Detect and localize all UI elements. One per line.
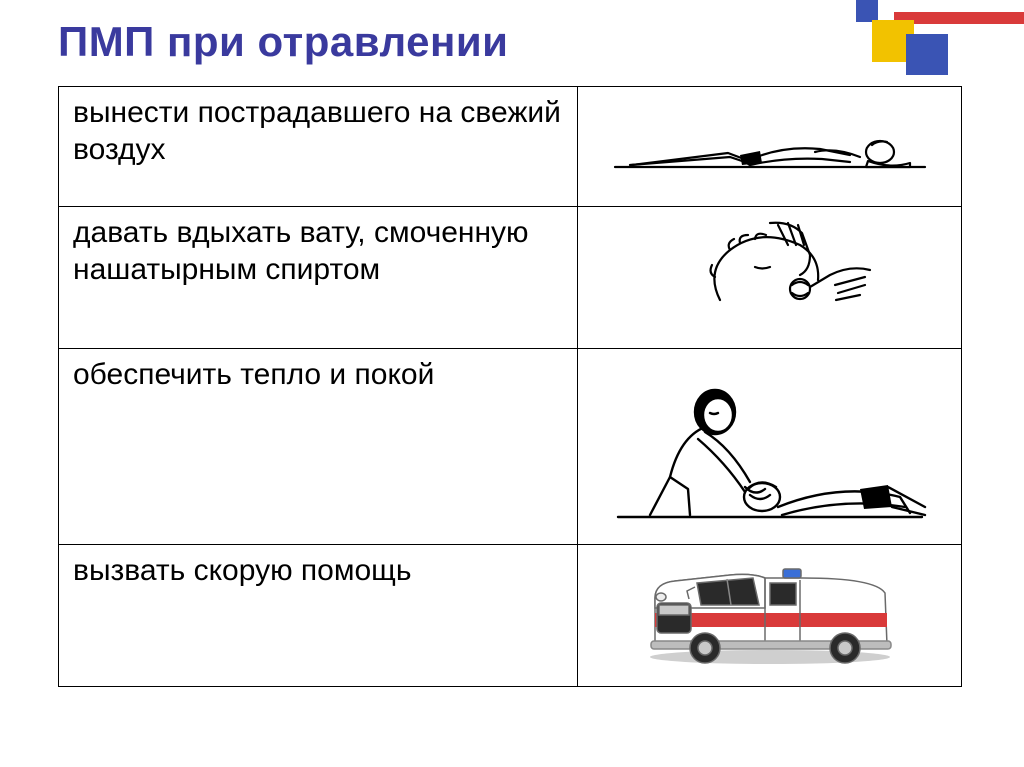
inhale-cotton-icon: [660, 215, 880, 330]
step-illustration-cell: [578, 87, 962, 207]
first-aid-table: вынести пострадавшего на свежий воздух: [58, 86, 962, 687]
corner-decoration: [824, 0, 1024, 75]
deco-big-blue: [906, 34, 948, 75]
slide-title: ПМП при отравлении: [58, 18, 509, 66]
step-illustration-cell: [578, 207, 962, 349]
table-row: вынести пострадавшего на свежий воздух: [59, 87, 962, 207]
step-illustration-cell: [578, 545, 962, 687]
warmth-rest-icon: [610, 357, 930, 527]
step-text: вызвать скорую помощь: [59, 545, 578, 687]
step-text: обеспечить тепло и покой: [59, 348, 578, 545]
step-text: давать вдыхать вату, смоченную нашатырны…: [59, 207, 578, 349]
lying-person-icon: [610, 107, 930, 177]
table-row: давать вдыхать вату, смоченную нашатырны…: [59, 207, 962, 349]
ambulance-icon: [635, 553, 905, 668]
table-row: обеспечить тепло и покой: [59, 348, 962, 545]
step-text: вынести пострадавшего на свежий воздух: [59, 87, 578, 207]
table-row: вызвать скорую помощь: [59, 545, 962, 687]
deco-small-blue: [856, 0, 878, 22]
step-illustration-cell: [578, 348, 962, 545]
